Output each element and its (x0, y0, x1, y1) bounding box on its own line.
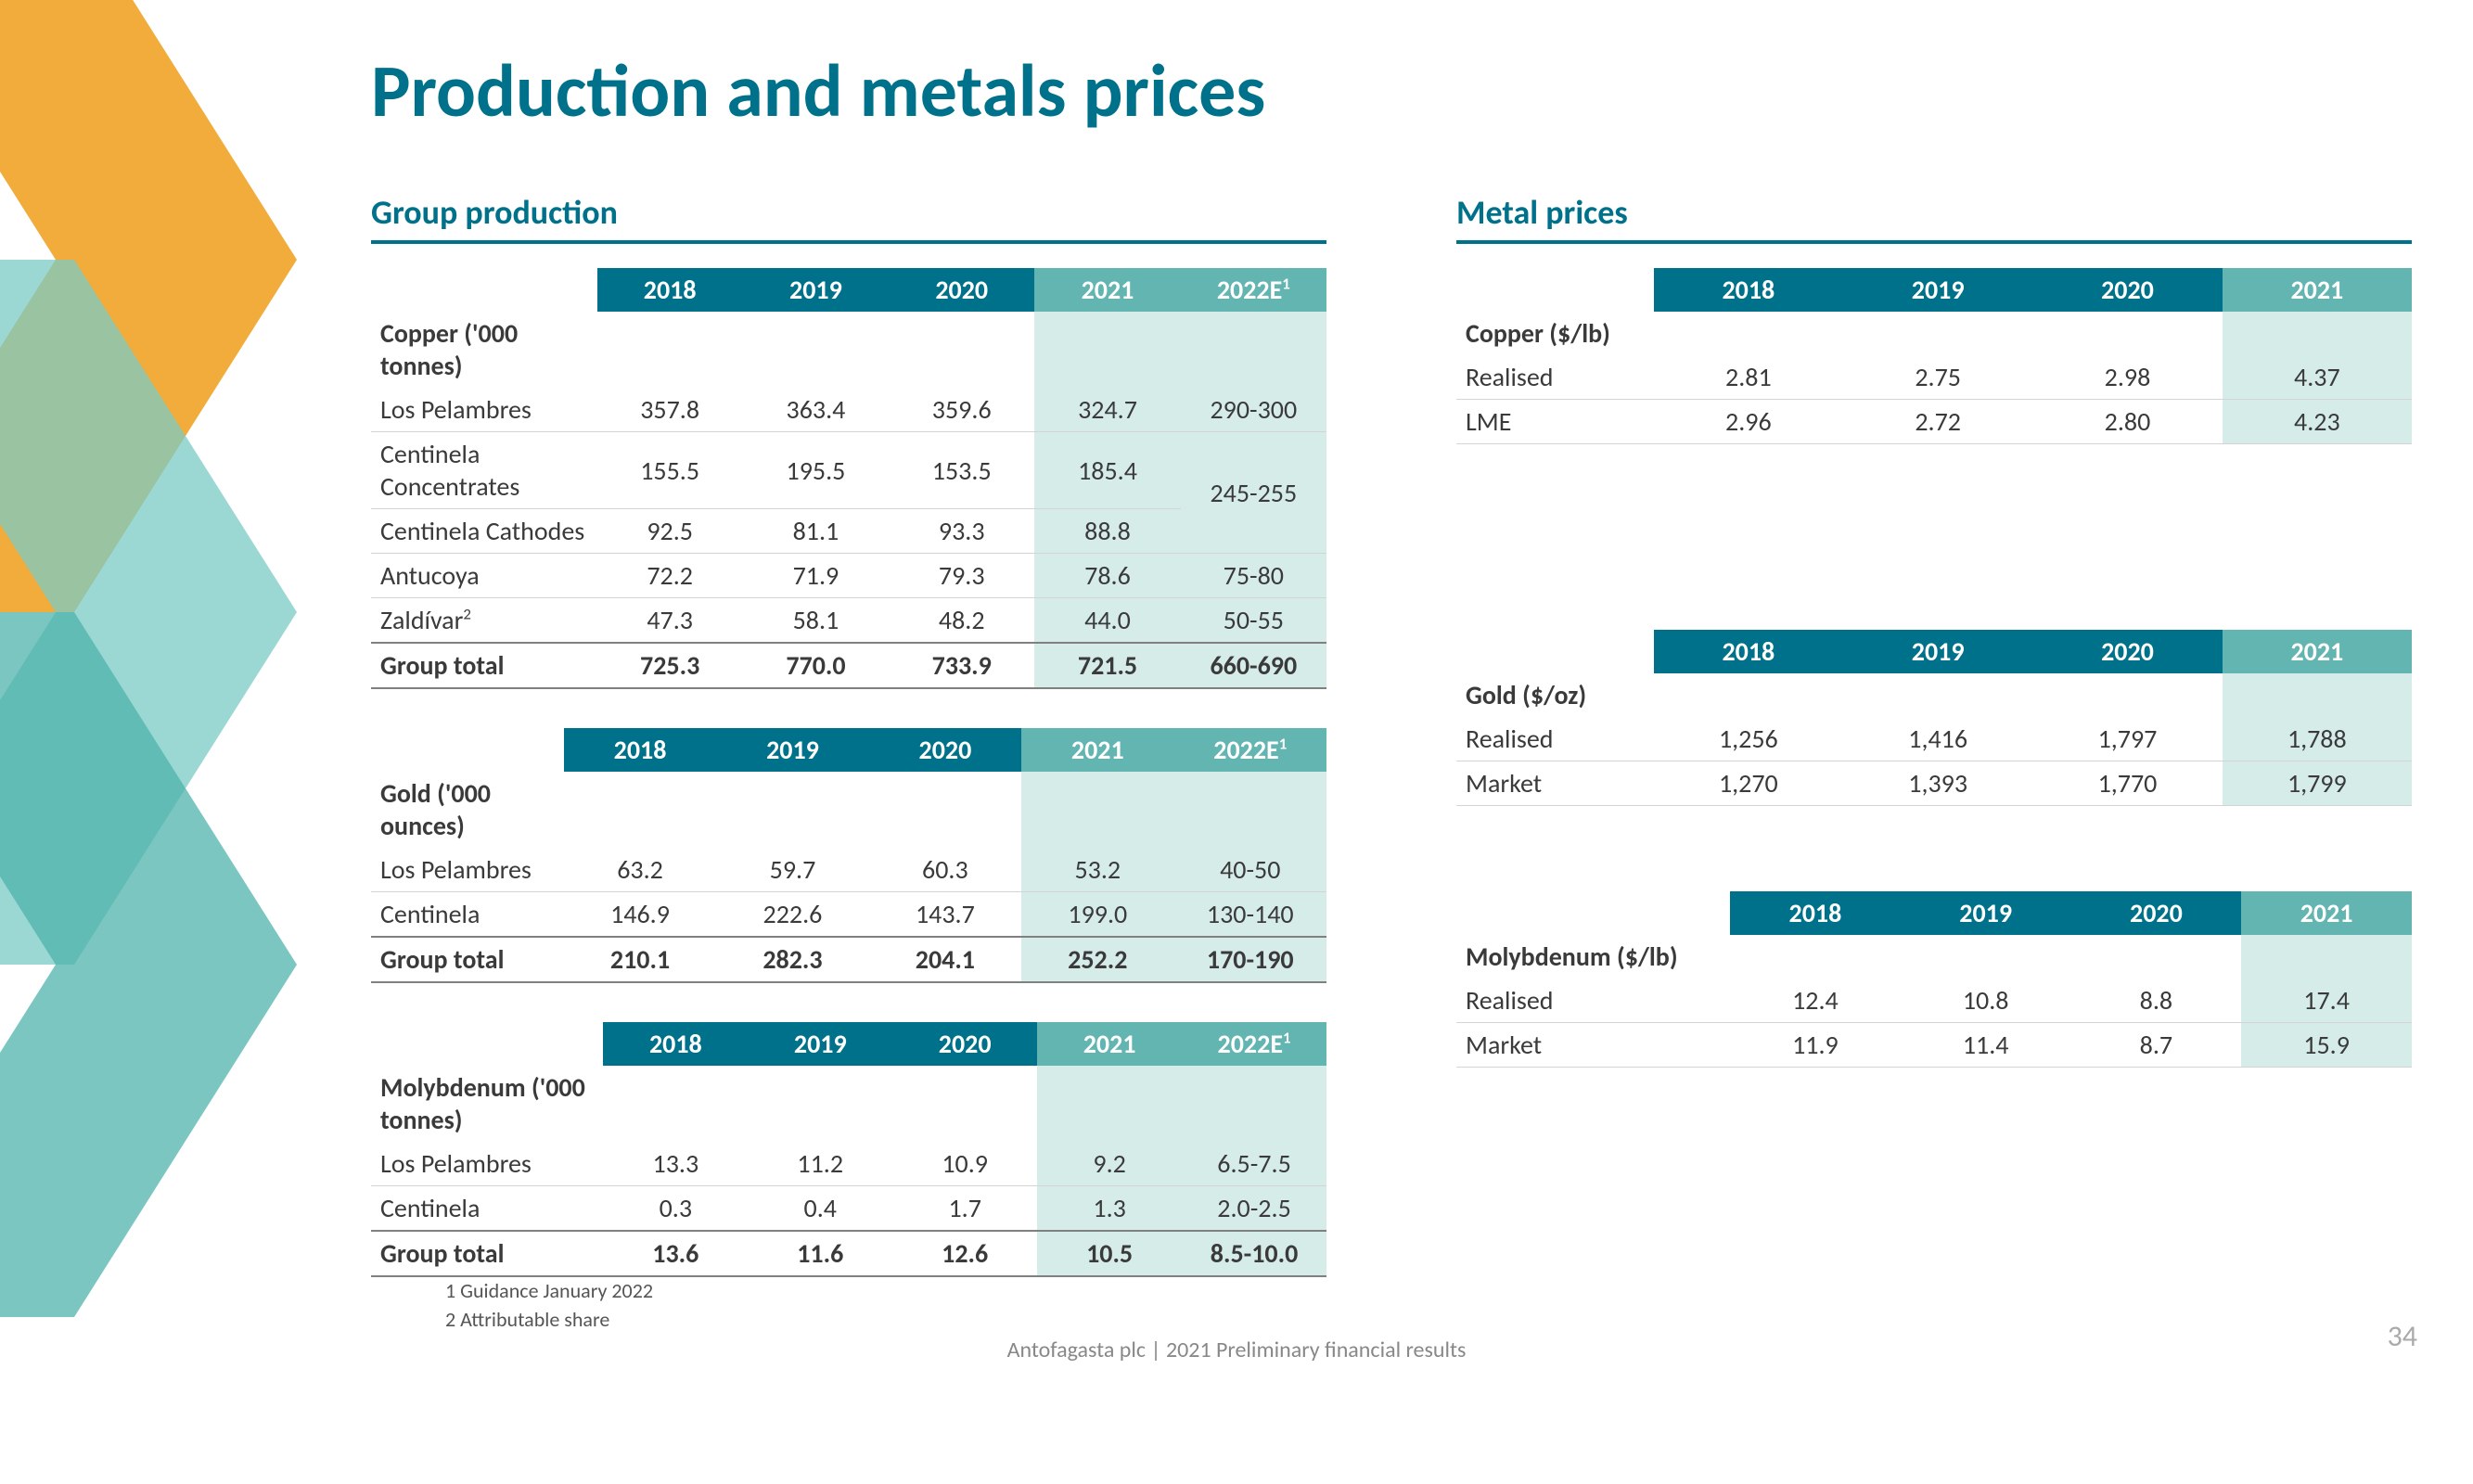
gold-category: Gold ('000 ounces) (371, 772, 564, 848)
table-row: Realised 1,256 1,416 1,797 1,788 (1456, 717, 2412, 761)
table-row: Realised 12.4 10.8 8.8 17.4 (1456, 979, 2412, 1023)
table-row: Market 11.9 11.4 8.7 15.9 (1456, 1023, 2412, 1068)
copper-price-category: Copper ($/lb) (1456, 312, 1654, 355)
metal-prices-heading: Metal prices (1456, 192, 2412, 244)
table-row: Centinela Concentrates 155.5 195.5 153.5… (371, 432, 1326, 509)
copper-prices-table: 2018 2019 2020 2021 Copper ($/lb) Realis… (1456, 268, 2412, 444)
table-row: Centinela 0.3 0.4 1.7 1.3 2.0-2.5 (371, 1186, 1326, 1232)
table-row: Centinela 146.9 222.6 143.7 199.0 130-14… (371, 892, 1326, 938)
table-row: Realised 2.81 2.75 2.98 4.37 (1456, 355, 2412, 400)
moly-production-table: 2018 2019 2020 2021 2022E1 Molybdenum ('… (371, 1022, 1326, 1277)
group-production-column: Group production 2018 2019 2020 2021 202… (371, 183, 1326, 1316)
decorative-chevrons (0, 0, 390, 1484)
slide-content: Production and metals prices Group produ… (371, 46, 2412, 1316)
table-row: Antucoya 72.2 71.9 79.3 78.6 75-80 (371, 554, 1326, 598)
table-row: LME 2.96 2.72 2.80 4.23 (1456, 400, 2412, 444)
page-title: Production and metals prices (371, 46, 2412, 136)
moly-prices-table: 2018 2019 2020 2021 Molybdenum ($/lb) Re… (1456, 891, 2412, 1068)
footer-text: Antofagasta plc | 2021 Preliminary finan… (0, 1337, 2473, 1363)
table-row: Los Pelambres 357.8 363.4 359.6 324.7 29… (371, 388, 1326, 432)
col-2019: 2019 (743, 268, 889, 312)
table-row: Market 1,270 1,393 1,770 1,799 (1456, 761, 2412, 806)
copper-category: Copper ('000 tonnes) (371, 312, 597, 388)
col-2020: 2020 (889, 268, 1034, 312)
moly-price-category: Molybdenum ($/lb) (1456, 935, 1730, 979)
gold-prices-table: 2018 2019 2020 2021 Gold ($/oz) Realised… (1456, 630, 2412, 806)
table-row: Zaldívar2 47.3 58.1 48.2 44.0 50-55 (371, 598, 1326, 644)
table-row: Los Pelambres 63.2 59.7 60.3 53.2 40-50 (371, 848, 1326, 892)
page-number: 34 (2388, 1318, 2417, 1354)
group-total-row: Group total 13.6 11.6 12.6 10.5 8.5-10.0 (371, 1231, 1326, 1276)
group-production-heading: Group production (371, 192, 1326, 244)
moly-category: Molybdenum ('000 tonnes) (371, 1066, 603, 1142)
group-total-row: Group total 210.1 282.3 204.1 252.2 170-… (371, 937, 1326, 982)
col-2022e: 2022E1 (1181, 268, 1326, 312)
table-row: Los Pelambres 13.3 11.2 10.9 9.2 6.5-7.5 (371, 1142, 1326, 1186)
group-total-row: Group total 725.3 770.0 733.9 721.5 660-… (371, 643, 1326, 688)
col-2018: 2018 (597, 268, 743, 312)
metal-prices-column: Metal prices 2018 2019 2020 2021 Copper … (1456, 183, 2412, 1316)
col-2021: 2021 (1034, 268, 1180, 312)
copper-production-table: 2018 2019 2020 2021 2022E1 Copper ('000 … (371, 268, 1326, 689)
gold-price-category: Gold ($/oz) (1456, 673, 1654, 717)
gold-production-table: 2018 2019 2020 2021 2022E1 Gold ('000 ou… (371, 728, 1326, 983)
